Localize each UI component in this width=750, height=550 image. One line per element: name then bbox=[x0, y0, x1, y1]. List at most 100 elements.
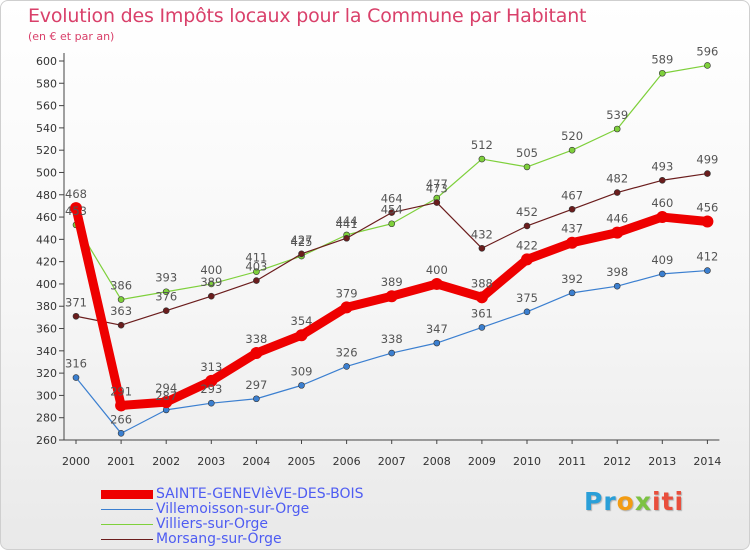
data-point bbox=[385, 290, 398, 303]
data-label: 505 bbox=[516, 146, 538, 160]
logo-part-2: o bbox=[616, 487, 635, 516]
data-label: 297 bbox=[245, 378, 267, 392]
y-tick-label: 300 bbox=[36, 389, 57, 402]
data-label: 468 bbox=[65, 187, 87, 201]
data-label: 313 bbox=[200, 360, 222, 374]
data-label: 291 bbox=[110, 384, 132, 398]
data-label: 376 bbox=[155, 290, 177, 304]
data-label: 347 bbox=[426, 322, 448, 336]
data-label: 467 bbox=[561, 188, 583, 202]
data-point bbox=[523, 163, 531, 171]
y-tick-label: 500 bbox=[36, 166, 57, 179]
y-tick-label: 280 bbox=[36, 412, 57, 425]
data-label: 425 bbox=[291, 235, 313, 249]
data-point bbox=[611, 226, 624, 239]
data-label: 403 bbox=[245, 260, 267, 274]
data-label: 398 bbox=[606, 265, 628, 279]
data-label: 389 bbox=[200, 275, 222, 289]
data-label: 520 bbox=[561, 129, 583, 143]
data-label: 422 bbox=[516, 238, 538, 252]
data-label: 293 bbox=[200, 382, 222, 396]
data-label: 432 bbox=[471, 227, 493, 241]
data-point bbox=[704, 267, 711, 274]
x-tick-label: 2002 bbox=[152, 455, 180, 468]
x-tick-label: 2011 bbox=[558, 455, 586, 468]
logo-part-3: x bbox=[634, 487, 652, 516]
series-line bbox=[71, 203, 712, 410]
x-tick-label: 2007 bbox=[378, 455, 406, 468]
y-tick-label: 260 bbox=[36, 434, 57, 447]
data-point bbox=[704, 62, 711, 69]
data-point bbox=[658, 176, 666, 184]
data-point bbox=[343, 363, 350, 370]
y-tick-label: 400 bbox=[36, 278, 57, 291]
data-label: 375 bbox=[516, 291, 538, 305]
data-label: 361 bbox=[471, 306, 493, 320]
data-label: 326 bbox=[336, 345, 358, 359]
data-label: 309 bbox=[291, 364, 313, 378]
data-label: 453 bbox=[65, 204, 87, 218]
data-point bbox=[613, 189, 621, 196]
data-label: 412 bbox=[696, 250, 718, 264]
data-point bbox=[295, 329, 308, 342]
data-point bbox=[115, 399, 128, 412]
legend-swatch bbox=[101, 539, 153, 540]
x-tick-label: 2009 bbox=[468, 455, 496, 468]
data-point bbox=[70, 202, 82, 215]
data-label: 499 bbox=[696, 153, 718, 167]
data-point bbox=[704, 170, 711, 177]
x-tick-label: 2003 bbox=[197, 455, 225, 468]
data-label: 392 bbox=[561, 272, 583, 286]
data-point bbox=[72, 374, 80, 381]
data-point bbox=[250, 347, 263, 360]
x-tick-label: 2000 bbox=[62, 455, 90, 468]
x-tick-label: 2004 bbox=[242, 455, 270, 468]
data-label: 512 bbox=[471, 138, 493, 152]
proxiti-logo: Proxiti bbox=[584, 487, 684, 516]
data-point bbox=[568, 146, 576, 154]
data-label: 441 bbox=[336, 217, 358, 231]
x-tick-label: 2005 bbox=[288, 455, 316, 468]
data-label: 266 bbox=[110, 412, 132, 426]
logo-part-1: Pr bbox=[584, 487, 617, 516]
legend-label: SAINTE-GENEVIèVE-DES-BOIS bbox=[156, 486, 364, 502]
data-point bbox=[568, 205, 576, 213]
data-point bbox=[253, 268, 260, 275]
data-point bbox=[208, 280, 215, 288]
data-label: 589 bbox=[651, 52, 673, 66]
y-tick-label: 340 bbox=[36, 345, 57, 358]
data-point bbox=[475, 291, 488, 304]
data-label: 316 bbox=[65, 357, 87, 371]
data-label: 388 bbox=[471, 276, 493, 290]
data-point bbox=[162, 307, 170, 314]
y-tick-label: 540 bbox=[36, 122, 57, 135]
data-point bbox=[117, 296, 125, 303]
data-point bbox=[340, 301, 353, 314]
data-point bbox=[568, 289, 576, 297]
data-point bbox=[205, 374, 218, 387]
x-tick-label: 2010 bbox=[513, 455, 541, 468]
data-label: 354 bbox=[291, 314, 313, 328]
data-label: 493 bbox=[651, 159, 673, 173]
data-label: 386 bbox=[110, 279, 132, 293]
data-point bbox=[160, 396, 173, 409]
y-tick-label: 520 bbox=[36, 144, 57, 157]
data-point bbox=[658, 270, 666, 278]
data-label: 477 bbox=[426, 177, 448, 191]
chart-title: Evolution des Impôts locaux pour la Comm… bbox=[28, 5, 587, 27]
data-label: 473 bbox=[426, 182, 448, 196]
y-tick-label: 480 bbox=[36, 189, 57, 202]
data-point bbox=[523, 222, 531, 230]
data-point bbox=[253, 395, 260, 403]
data-label: 464 bbox=[381, 192, 403, 206]
data-label: 294 bbox=[155, 381, 177, 395]
data-point bbox=[253, 277, 260, 284]
data-point bbox=[388, 220, 396, 228]
data-point bbox=[208, 399, 215, 407]
chart-subtitle: (en € et par an) bbox=[28, 30, 115, 43]
y-tick-label: 440 bbox=[36, 233, 57, 246]
legend-label: Morsang-sur-Orge bbox=[156, 531, 282, 547]
data-label: 409 bbox=[651, 253, 673, 267]
y-tick-label: 460 bbox=[36, 211, 57, 224]
data-label: 389 bbox=[381, 275, 403, 289]
